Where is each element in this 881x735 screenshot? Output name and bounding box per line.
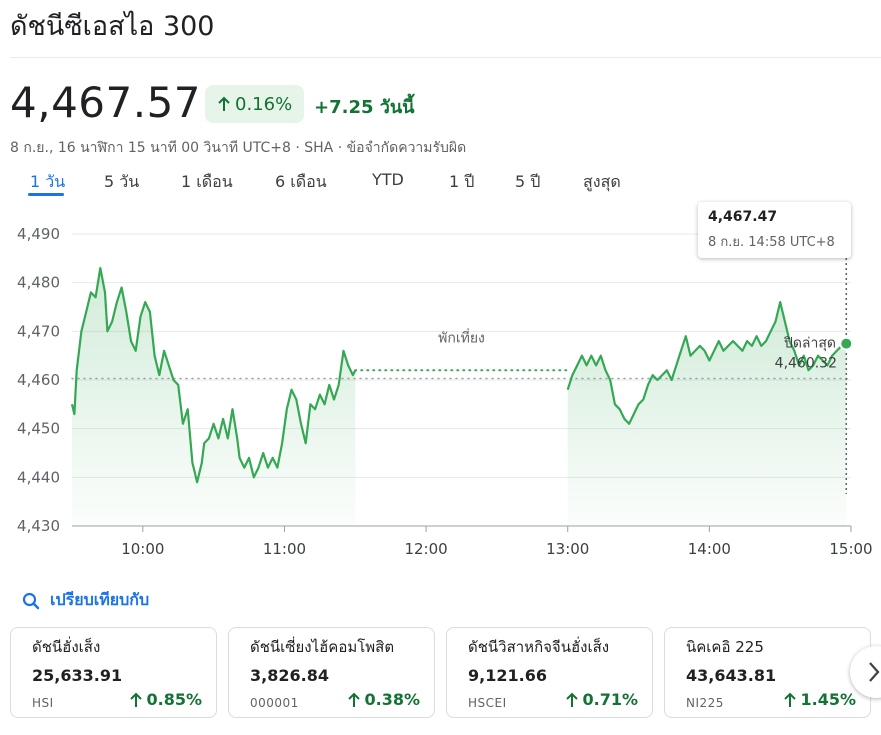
tooltip-time: 8 ก.ย. 14:58 UTC+8 [708, 235, 835, 250]
index-card-hscei[interactable]: ดัชนีวิสาหกิจจีนฮั่งเส็ง 9,121.66 HSCEI … [446, 627, 653, 718]
chevron-right-icon [869, 662, 880, 682]
y-tick-label: 4,490 [17, 225, 60, 243]
card-change: 0.38% [347, 690, 420, 709]
y-tick-label: 4,480 [17, 274, 60, 292]
x-tick-label: 11:00 [263, 540, 306, 558]
card-change-value: 1.45% [800, 690, 856, 709]
area-afternoon [567, 302, 847, 526]
tab-1d[interactable]: 1 วัน [30, 172, 66, 191]
compare-link[interactable]: เปรียบเทียบกับ [22, 588, 149, 613]
x-tick-label: 15:00 [829, 540, 872, 558]
tab-5d[interactable]: 5 วัน [104, 172, 140, 191]
change-percent-value: 0.16% [235, 93, 293, 115]
card-change: 0.85% [129, 690, 202, 709]
tooltip-value: 4,467.47 [708, 209, 778, 225]
change-absolute: +7.25 วันนี้ [314, 97, 415, 118]
arrow-up-icon [348, 692, 361, 707]
card-change-value: 0.71% [582, 690, 638, 709]
arrow-up-icon [218, 96, 230, 111]
page-title: ดัชนีซีเอสไอ 300 [10, 11, 215, 42]
arrow-up-icon [566, 692, 579, 707]
area-morning [72, 268, 356, 526]
y-tick-label: 4,450 [17, 420, 60, 438]
current-price: 4,467.57 [10, 78, 202, 127]
card-symbol: HSCEI [468, 696, 507, 710]
next-cards-button[interactable] [850, 646, 881, 698]
y-tick-label: 4,430 [17, 517, 60, 535]
card-name: นิคเคอิ 225 [686, 638, 764, 656]
lunch-break-label: พักเที่ยง [438, 328, 485, 346]
quote-meta[interactable]: 8 ก.ย., 16 นาฬิกา 15 นาที 00 วินาที UTC+… [10, 140, 467, 156]
card-name: ดัชนีฮั่งเส็ง [32, 638, 101, 656]
y-tick-label: 4,440 [17, 468, 60, 486]
card-value: 9,121.66 [468, 666, 547, 685]
hover-point [839, 336, 854, 351]
price-chart[interactable]: 4,430 4,440 4,450 4,460 4,470 4,480 4,490 10:0… [0, 200, 881, 570]
change-percent-badge: 0.16% [205, 85, 305, 123]
card-value: 25,633.91 [32, 666, 123, 685]
card-symbol: HSI [32, 696, 54, 710]
x-tick-label: 13:00 [546, 540, 589, 558]
card-symbol: 000001 [250, 696, 299, 710]
card-value: 3,826.84 [250, 666, 329, 685]
card-value: 43,643.81 [686, 666, 777, 685]
index-card-ni225[interactable]: นิคเคอิ 225 43,643.81 NI225 1.45% [664, 627, 871, 718]
arrow-up-icon [130, 692, 143, 707]
card-change: 1.45% [783, 690, 856, 709]
index-card-sse[interactable]: ดัชนีเซี่ยงไฮ้คอมโพสิต 3,826.84 000001 0… [228, 627, 435, 718]
card-change-value: 0.38% [364, 690, 420, 709]
tab-1y[interactable]: 1 ปี [449, 172, 475, 191]
y-tick-label: 4,460 [17, 371, 60, 389]
price-line-morning [70, 267, 357, 484]
compare-label: เปรียบเทียบกับ [50, 590, 150, 609]
card-change-value: 0.85% [146, 690, 202, 709]
card-name: ดัชนีเซี่ยงไฮ้คอมโพสิต [250, 638, 395, 656]
tab-6m[interactable]: 6 เดือน [275, 172, 327, 191]
tab-max[interactable]: สูงสุด [583, 172, 621, 191]
card-symbol: NI225 [686, 696, 724, 710]
arrow-up-icon [784, 692, 797, 707]
tab-ytd[interactable]: YTD [372, 170, 404, 189]
card-change: 0.71% [565, 690, 638, 709]
previous-close-label: ปิดล่าสุด [783, 335, 836, 351]
previous-close-value: 4,460.32 [775, 355, 837, 371]
index-card-hsi[interactable]: ดัชนีฮั่งเส็ง 25,633.91 HSI 0.85% [10, 627, 217, 718]
tab-1m[interactable]: 1 เดือน [181, 172, 233, 191]
card-name: ดัชนีวิสาหกิจจีนฮั่งเส็ง [468, 638, 610, 656]
chart-tooltip: 4,467.47 8 ก.ย. 14:58 UTC+8 [698, 202, 851, 258]
x-tick-label: 12:00 [404, 540, 447, 558]
y-tick-label: 4,470 [17, 322, 60, 340]
active-tab-indicator [28, 193, 64, 196]
tab-5y[interactable]: 5 ปี [515, 172, 541, 191]
x-tick-label: 10:00 [121, 540, 164, 558]
search-icon [22, 592, 40, 609]
header-divider [10, 57, 881, 58]
price-line-afternoon [566, 301, 847, 425]
x-tick-label: 14:00 [688, 540, 731, 558]
